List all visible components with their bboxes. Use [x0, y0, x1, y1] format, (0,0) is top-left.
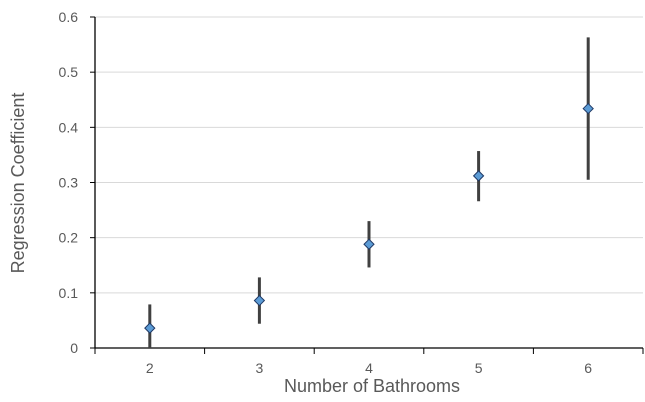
data-point: [363, 238, 375, 250]
data-point: [144, 322, 156, 334]
y-tick-label: 0.1: [59, 285, 79, 301]
data-point: [472, 170, 485, 182]
x-axis-title: Number of Bathrooms: [284, 376, 460, 396]
y-axis-title: Regression Coefficient: [8, 93, 28, 274]
x-tick-labels: 2 3 4 5 6: [146, 360, 592, 376]
x-tick-label: 6: [584, 360, 592, 376]
x-tick-label: 5: [475, 360, 483, 376]
gridlines: [95, 16, 643, 294]
y-tick-label: 0.2: [59, 230, 79, 246]
y-tick-label: 0.4: [59, 119, 79, 135]
y-tick-label: 0.6: [59, 9, 79, 25]
x-tick-label: 4: [365, 360, 373, 376]
data-point: [582, 102, 594, 115]
y-tick-label: 0.5: [59, 64, 79, 80]
y-tick-labels: 0 0.1 0.2 0.3 0.4 0.5 0.6: [59, 9, 79, 356]
y-tick-label: 0: [70, 340, 78, 356]
axes: [90, 16, 644, 354]
data-point: [253, 294, 266, 307]
data-points: [144, 102, 594, 334]
x-tick-label: 2: [146, 360, 154, 376]
y-tick-label: 0.3: [59, 175, 79, 191]
error-bars: [148, 37, 590, 348]
x-tick-label: 3: [256, 360, 264, 376]
